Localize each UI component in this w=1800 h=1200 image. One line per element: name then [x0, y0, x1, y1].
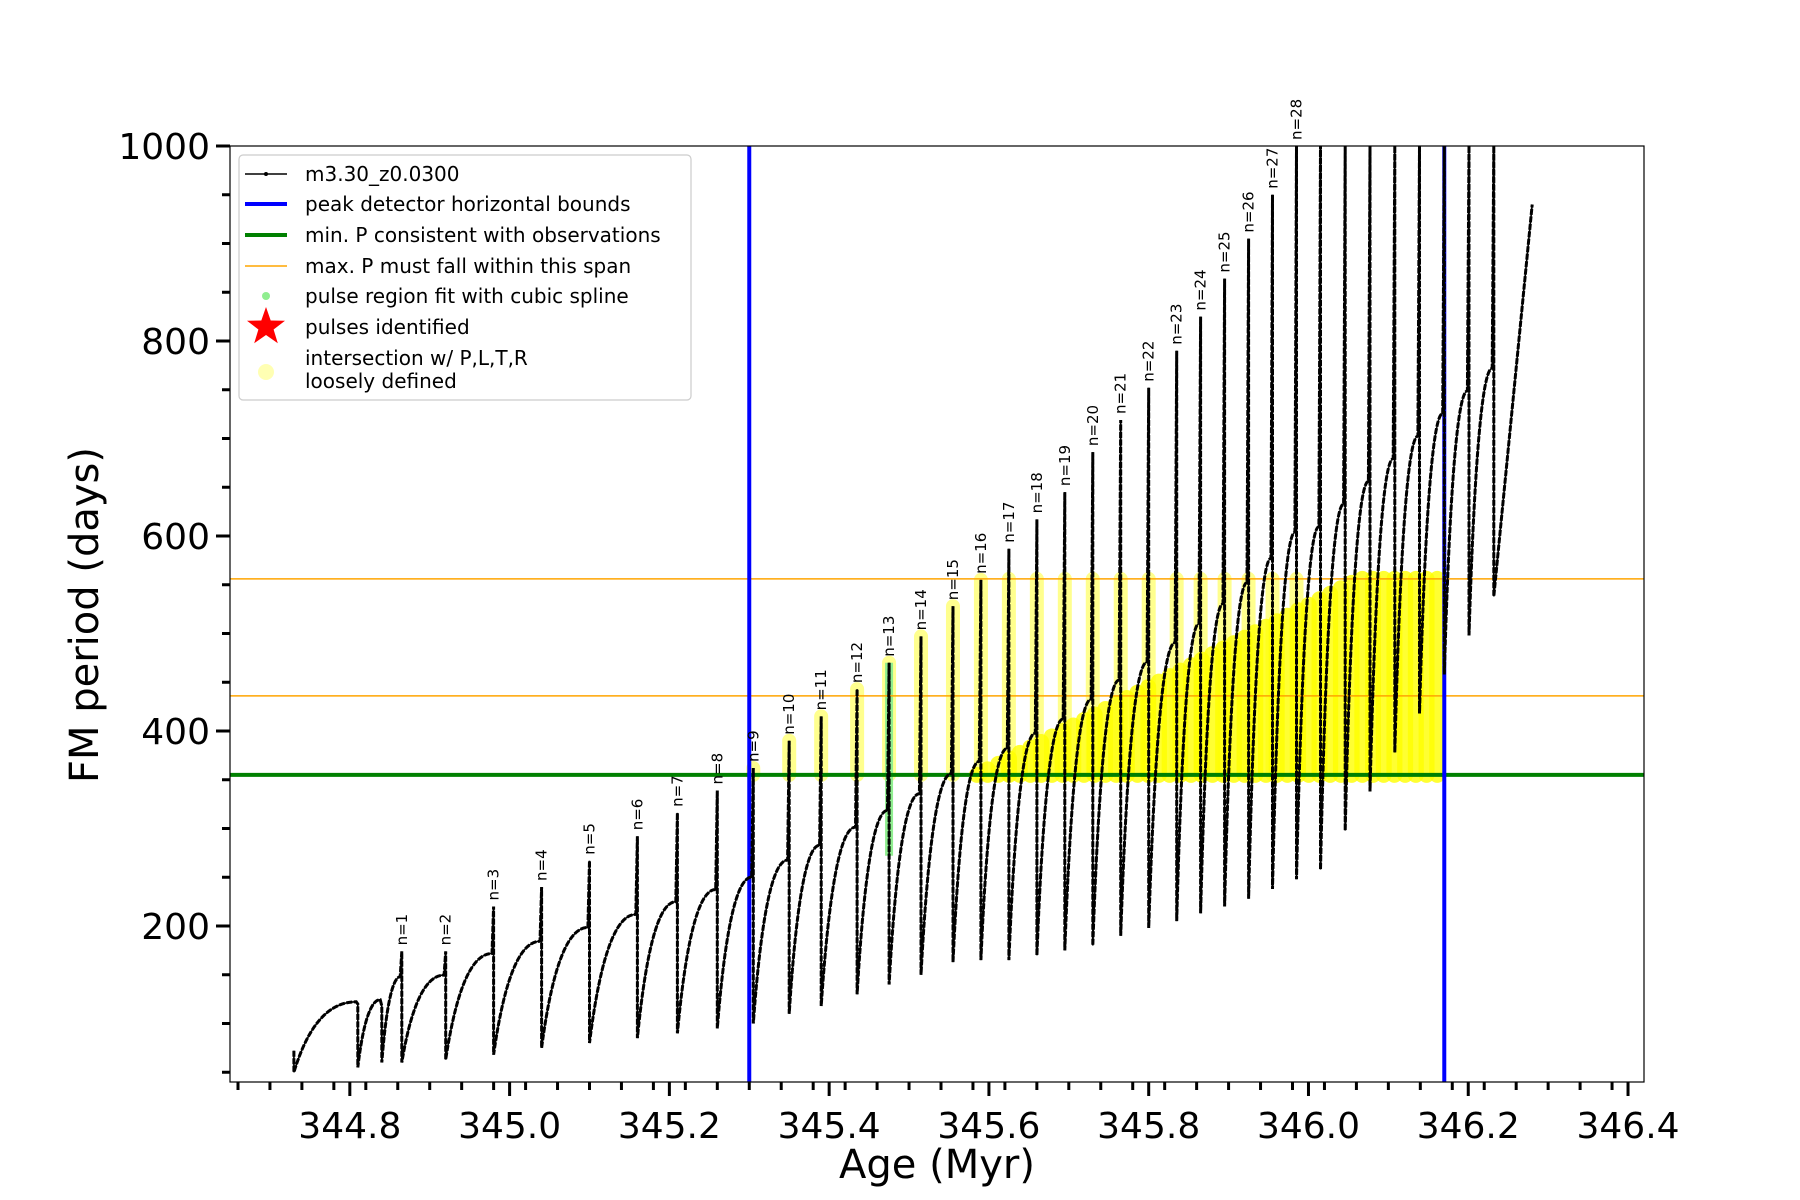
pulse-label: n=6 [628, 799, 646, 831]
y-tick-label: 600 [141, 517, 210, 558]
y-axis-label: FM period (days) [62, 447, 108, 783]
pulse-label: n=22 [1140, 341, 1158, 382]
x-axis-label: Age (Myr) [839, 1142, 1035, 1188]
legend-entry-label: peak detector horizontal bounds [305, 192, 631, 216]
plot-frame [229, 145, 1645, 1083]
legend-entry-label: min. P consistent with observations [305, 223, 661, 247]
pulse-label: n=1 [393, 914, 411, 946]
x-tick-label: 345.2 [618, 1106, 721, 1147]
y-tick-label: 200 [141, 907, 210, 948]
pulse-label: n=10 [780, 694, 798, 735]
pulse-label: n=8 [708, 753, 726, 785]
pulse-label: n=11 [812, 669, 830, 710]
x-tick-label: 346.0 [1257, 1106, 1360, 1147]
pulse-label: n=23 [1168, 304, 1186, 345]
pulse-label: n=5 [581, 823, 599, 855]
star-icon [247, 307, 285, 344]
legend-entry-label: pulses identified [305, 315, 470, 339]
legend-entry-label: pulse region fit with cubic spline [305, 284, 629, 308]
pulse-label: n=27 [1264, 148, 1282, 189]
legend-entry-label: intersection w/ P,L,T,R [305, 346, 528, 370]
pulse-labels-layer: n=1 n=2 n=3 n=4 n=5 n=6 n=7 n=8 n=9 n=10 n=11 n=12 n… [393, 99, 1306, 946]
x-tick-label: 345.4 [778, 1106, 881, 1147]
x-tick-label: 344.8 [298, 1106, 401, 1147]
pulse-label: n=3 [485, 869, 503, 901]
legend-swatch-dot [262, 292, 270, 300]
pulse-label: n=9 [744, 730, 762, 762]
y-tick-label: 1000 [118, 127, 210, 168]
axis-ticks: 344.8 345.0 345.2 345.4 345.6 345.8 346.0 346.2… [118, 127, 1679, 1147]
pulse-label: n=19 [1056, 445, 1074, 486]
pulse-label: n=25 [1216, 231, 1234, 272]
pulse-label: n=12 [848, 642, 866, 683]
period-curve-line [293, 146, 1533, 1073]
legend-entry-label-line2: loosely defined [305, 369, 457, 393]
x-tick-label: 345.0 [458, 1106, 561, 1147]
pulse-label: n=26 [1240, 191, 1258, 232]
pulse-label: n=20 [1084, 405, 1102, 446]
legend-entry-label: m3.30_z0.0300 [305, 162, 460, 186]
pulse-label: n=17 [1000, 502, 1018, 543]
y-tick-label: 400 [141, 712, 210, 753]
period-series-layer [292, 146, 1534, 1073]
pulse-label: n=24 [1192, 269, 1210, 310]
pulse-label: n=16 [972, 533, 990, 574]
pulse-label: n=15 [944, 559, 962, 600]
pulse-label: n=7 [668, 775, 686, 807]
legend-box [238, 154, 692, 401]
legend-swatch-circle [258, 364, 274, 380]
plot-area: n=1 n=2 n=3 n=4 n=5 n=6 n=7 n=8 n=9 n=10 n=11 n=12 n… [230, 99, 1644, 1082]
x-tick-label: 346.4 [1576, 1106, 1679, 1147]
pulse-label: n=14 [912, 589, 930, 630]
x-tick-label: 345.6 [937, 1106, 1040, 1147]
legend-entry-label: max. P must fall within this span [305, 254, 631, 278]
x-tick-label: 346.2 [1417, 1106, 1520, 1147]
pulse-label: n=18 [1028, 472, 1046, 513]
y-tick-label: 800 [141, 322, 210, 363]
pulse-label: n=13 [880, 616, 898, 657]
pulse-label: n=21 [1112, 373, 1130, 414]
x-tick-label: 345.8 [1097, 1106, 1200, 1147]
pulse-label: n=4 [533, 849, 551, 881]
pulse-label: n=2 [437, 914, 455, 946]
legend-swatch-marker [264, 172, 268, 176]
pulse-label: n=28 [1288, 99, 1306, 140]
